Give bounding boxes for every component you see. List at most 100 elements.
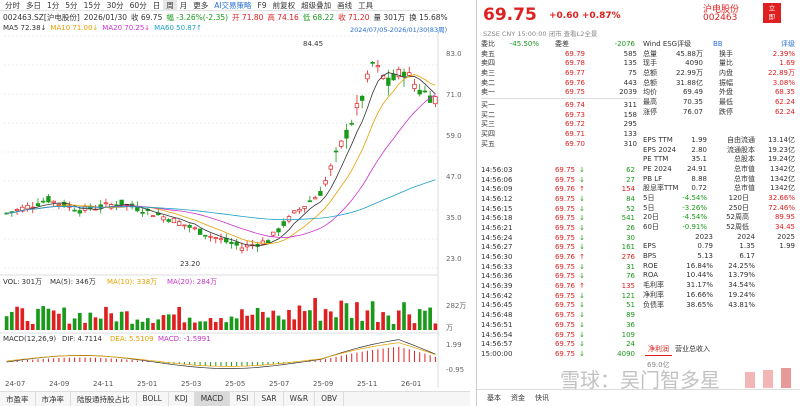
ask-row: 卖二 69.76 443 [481,78,641,88]
tick-row-cell: ↓ [579,301,585,310]
period-6[interactable]: 60分 [129,0,147,10]
tick-row-cell: 4090 [617,349,635,358]
tick-row-cell: 14:56:39 [481,282,513,291]
vol-bar [4,316,9,330]
ask-row-cell: 69.75 [564,88,585,97]
toolbar-extra-3[interactable]: 画线 [337,0,353,10]
tick-row-cell: 276 [621,253,635,262]
perf-row-cell: 250日 [728,203,749,212]
tick-row-cell: 161 [621,243,635,252]
tick-row-cell: 69.76 [554,185,575,194]
tick-row: 14:56:24 69.75 ↓ 30 [481,233,641,243]
vol-bar [41,306,46,330]
x-tick: 24-11 [93,380,113,388]
vol-bar [177,307,181,330]
fin-tab-1[interactable]: 营业总收入 [675,345,710,353]
period-3[interactable]: 5分 [65,0,78,10]
metric-row-cell: PE TTM [643,155,669,164]
fin-tab-0[interactable]: 净利润 [645,343,672,356]
vol-bar [203,321,208,330]
vol-bar [145,318,150,330]
period-9[interactable]: 月 [179,0,188,10]
fin-row-cell: 6.17 [739,252,755,261]
code-name: 002463.SZ[沪电股份] [3,13,80,22]
right-tool-0[interactable]: 基本 [487,394,501,402]
fin-row-cell: 5.13 [697,252,713,261]
indicator-tab-8[interactable]: W&R [284,392,316,406]
tick-row-cell: 14:56:33 [481,262,513,271]
candle-body [182,224,187,227]
perf-row-cell: 72.46% [768,203,795,212]
perf-row-cell: -0.91% [682,223,707,232]
mini-bar [745,372,755,388]
candle-body [323,180,328,185]
tick-row: 14:56:09 69.76 ↑ 154 [481,184,641,194]
kline-chart[interactable]: 83.0 71.0 59.0 47.0 35.0 23.0 84.45 23.20 VOL: 3… [0,0,470,391]
indicator-tab-7[interactable]: SAR [255,392,284,406]
indicator-tab-2[interactable]: 陆股通持股占比 [71,392,137,406]
period-0[interactable]: 分时 [5,0,20,10]
ask-row-cell: 69.76 [564,78,585,87]
candle-body [349,122,354,125]
period-5[interactable]: 30分 [106,0,124,10]
vol-bar [224,322,229,330]
vol-bar [234,318,239,330]
indicator-tab-0[interactable]: 市盈率 [0,392,36,406]
weibi-row-cell: -45.50% [509,39,539,48]
tick-row-cell: 14:56:36 [481,272,513,281]
fin-row: EPS 0.79 1.35 1.99 [643,242,799,252]
fin-row-cell: 负债率 [643,300,664,309]
stat-row-cell: 换手 [719,49,733,58]
indicator-tab-4[interactable]: KDJ [169,392,195,406]
toolbar-extra-1[interactable]: 前复权 [272,0,296,10]
tick-row: 14:56:30 69.76 ↑ 276 [481,252,641,262]
indicator-tab-6[interactable]: RSI [230,392,256,406]
period-7[interactable]: 日 [152,0,161,10]
vol-tick: 282万 [446,302,466,310]
indicator-tab-1[interactable]: 市净率 [36,392,71,406]
ask-row-cell: 443 [623,78,637,87]
tick-row-cell: 69.75 [554,214,575,223]
stat-row-cell: 总额 [643,68,657,77]
toolbar-extra-4[interactable]: 工具 [358,0,374,10]
vol-bar [187,317,192,330]
tick-row: 14:56:36 69.75 ↓ 76 [481,272,641,282]
stat-row-cell: 现手 [643,59,657,68]
vol-bar [297,305,302,330]
tick-row-cell: 14:56:45 [481,301,513,310]
watermark: 雪球：吴门智多星 [560,368,720,392]
tick-row-cell: ↓ [579,349,585,358]
metric-row: PE 2024 24.91 总市值 1342亿 [643,164,799,174]
period-4[interactable]: 15分 [83,0,101,10]
vol-bar [88,312,93,330]
toolbar-extra-2[interactable]: 超级叠加 [301,0,332,10]
indicator-tab-5[interactable]: MACD [194,392,231,406]
stat-row-cell: 2.39% [772,49,795,58]
tick-row-cell: 69.76 [554,282,575,291]
stat-row-cell: 振幅 [719,78,733,87]
period-8[interactable]: 周 [163,0,177,11]
tick-row-cell: 69.75 [554,233,575,242]
candle-body [25,205,30,210]
period-10[interactable]: 更多 [193,0,209,10]
fin-header-cell: 2023 [695,232,713,241]
period-1[interactable]: 多日 [26,0,41,10]
indicator-tab-9[interactable]: OBV [315,392,345,406]
fin-row-cell: 31.17% [686,281,713,290]
right-tool-1[interactable]: 资金 [511,394,525,402]
bid-row-cell: 买三 [481,120,495,129]
tick-row: 14:56:06 69.75 ↓ 27 [481,175,641,185]
ask-row: 卖五 69.79 585 [481,49,641,59]
right-tool-2[interactable]: 快讯 [535,394,549,402]
ai-strategy-button[interactable]: AI交易策略 [214,0,252,10]
y-tick: 47.0 [446,173,462,181]
toolbar-extra-0[interactable]: F9 [257,0,267,10]
candle-body [171,217,177,224]
tick-row-cell: ↓ [579,233,585,242]
ask-row-cell: 75 [628,68,637,77]
vol-bar [328,311,333,330]
period-2[interactable]: 1分 [47,0,60,10]
trade-button[interactable]: 立即交易 [763,3,781,39]
indicator-tab-3[interactable]: BOLL [137,392,169,406]
tick-row: 14:56:27 69.75 ↓ 161 [481,243,641,253]
